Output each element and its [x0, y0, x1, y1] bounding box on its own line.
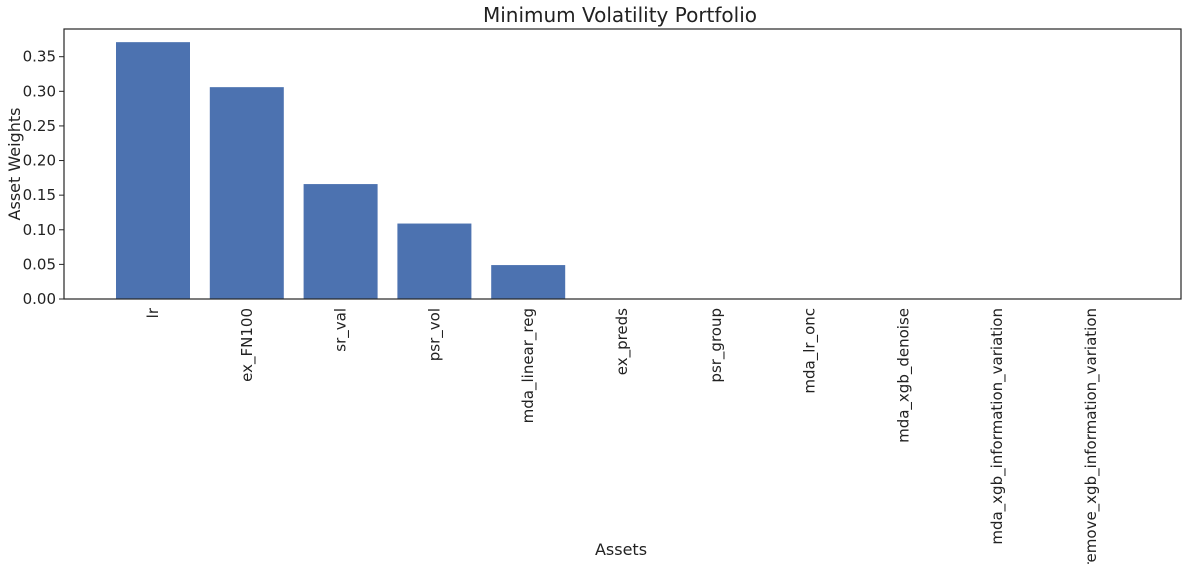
- x-tick-label: ex_FN100: [238, 308, 257, 382]
- chart-title: Minimum Volatility Portfolio: [483, 3, 757, 27]
- y-tick-label: 0.30: [23, 82, 56, 100]
- bar-mda_linear_reg: [491, 265, 566, 299]
- plot-area: 0.00 0.05 0.10 0.15 0.20 0.25 0.30 0.35 lr ex_FN1…: [23, 42, 1101, 568]
- bar-sr_val: [303, 184, 378, 299]
- x-tick-label: remove_xgb_information_variation: [1082, 308, 1101, 564]
- y-tick-label: 0.15: [23, 186, 56, 204]
- y-tick-label: 0.20: [23, 152, 56, 170]
- x-tick-label: mda_xgb_denoise: [894, 308, 913, 443]
- y-tick-label: 0.35: [23, 48, 56, 66]
- y-tick-label: 0.00: [23, 290, 56, 308]
- x-tick-label: psr_vol: [425, 308, 444, 361]
- x-tick-label: ex_preds: [613, 308, 632, 375]
- x-tick-label: lr: [144, 307, 162, 318]
- x-axis-label: Assets: [595, 540, 647, 559]
- x-tick-label: psr_group: [707, 308, 726, 383]
- y-axis-label: Asset Weights: [5, 108, 24, 221]
- x-tick-label: sr_val: [332, 308, 351, 352]
- x-tick-label: mda_lr_onc: [801, 308, 820, 394]
- x-tick-label: mda_linear_reg: [519, 308, 538, 423]
- y-tick-label: 0.05: [23, 255, 56, 273]
- y-tick-label: 0.25: [23, 117, 56, 135]
- bar-psr_vol: [397, 223, 472, 299]
- bar-lr: [116, 42, 190, 300]
- bar-ex_FN100: [209, 87, 284, 300]
- plot-frame: [63, 28, 1182, 300]
- y-tick-label: 0.10: [23, 221, 56, 239]
- x-tick-label: mda_xgb_information_variation: [988, 308, 1007, 545]
